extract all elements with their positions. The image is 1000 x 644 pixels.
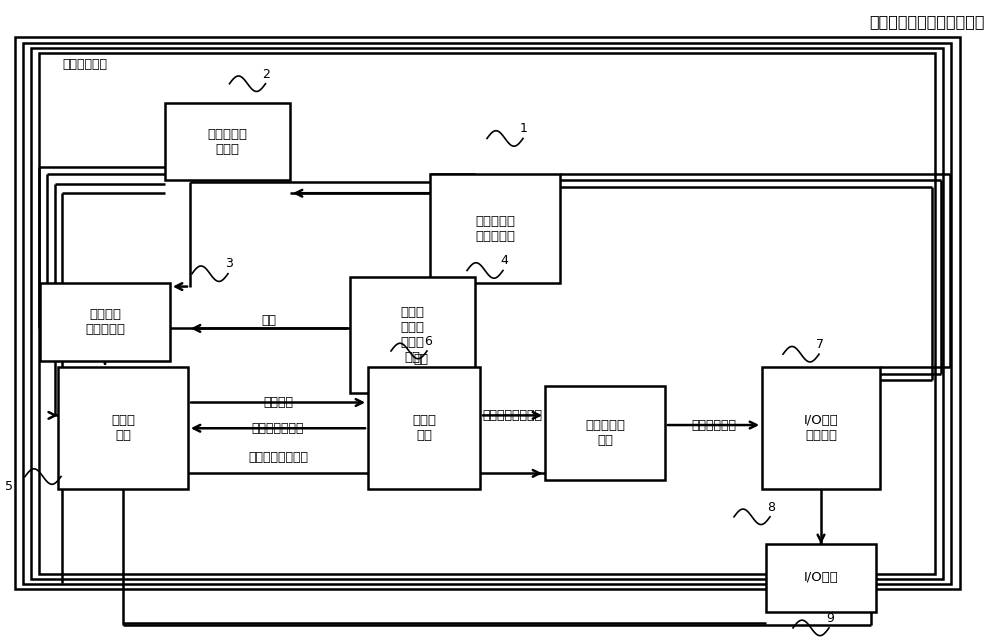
Text: 1: 1 [520, 122, 528, 135]
Bar [430, 174, 560, 283]
Text: 复位: 复位 [414, 353, 428, 366]
Bar [350, 277, 475, 393]
Text: 4: 4 [500, 254, 508, 267]
Text: 第一开关控制信号: 第一开关控制信号 [482, 409, 542, 422]
Text: 第二开关控制信号: 第二开关控制信号 [248, 451, 308, 464]
Text: I/O模块
电源电路: I/O模块 电源电路 [804, 414, 838, 442]
Bar [23, 43, 951, 584]
Text: 核心控
制器: 核心控 制器 [111, 414, 135, 442]
Text: 喂狗信号: 喂狗信号 [263, 396, 293, 409]
Bar [165, 103, 290, 180]
Bar [766, 544, 876, 612]
Text: 系统电源输
入接口电路: 系统电源输 入接口电路 [475, 214, 515, 243]
Text: 8: 8 [767, 500, 775, 514]
Text: 3: 3 [225, 258, 233, 270]
Text: 5: 5 [5, 480, 13, 493]
Bar [39, 53, 935, 574]
Text: 9: 9 [826, 612, 834, 625]
Text: 开关控制信号: 开关控制信号 [691, 419, 736, 431]
Text: 失效报警信号: 失效报警信号 [62, 58, 107, 71]
Text: 看门狗
电路: 看门狗 电路 [412, 414, 436, 442]
Text: 系统电源监
测电路: 系统电源监 测电路 [208, 128, 248, 156]
Text: I/O模块: I/O模块 [804, 571, 838, 585]
Text: 复位: 复位 [262, 314, 276, 327]
Text: 控制器
模块电
源监测
电路: 控制器 模块电 源监测 电路 [400, 306, 424, 364]
Bar [368, 367, 480, 489]
Text: 看门狗反馈信号: 看门狗反馈信号 [252, 422, 304, 435]
Text: 电源低失效
电路: 电源低失效 电路 [585, 419, 625, 447]
Bar [15, 37, 960, 589]
Text: 2: 2 [262, 68, 270, 80]
Bar [31, 48, 943, 579]
Text: 数字化仪控系统的控制电路: 数字化仪控系统的控制电路 [870, 14, 985, 29]
Bar [40, 283, 170, 361]
Bar [762, 367, 880, 489]
Text: 6: 6 [424, 335, 432, 348]
Bar [545, 386, 665, 480]
Text: 控制器模
块电源电路: 控制器模 块电源电路 [85, 308, 125, 336]
Text: 7: 7 [816, 338, 824, 351]
Bar [58, 367, 188, 489]
